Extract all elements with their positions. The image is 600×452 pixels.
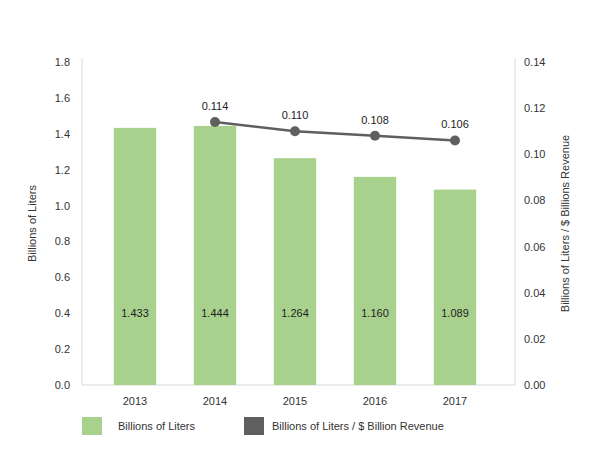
legend-swatch (82, 417, 102, 435)
legend-swatch (244, 417, 264, 435)
data-label: 1.444 (201, 307, 229, 319)
y2-axis-title: Billions of Liters / $ Billions Revenue (559, 135, 571, 312)
plot-area (114, 117, 476, 385)
data-label: 0.108 (361, 114, 389, 126)
y2-tick-label: 0.00 (524, 379, 545, 391)
bar (194, 126, 236, 385)
data-label: 0.114 (202, 100, 229, 112)
point (450, 135, 460, 145)
data-label: 1.433 (121, 307, 149, 319)
bar (434, 190, 476, 385)
x-tick-label: 2016 (363, 395, 387, 407)
legend-label: Billions of Liters / $ Billion Revenue (272, 420, 444, 432)
x-tick-label: 2013 (123, 395, 147, 407)
legend: Billions of Liters Billions of Liters / $… (82, 417, 444, 435)
line (215, 122, 455, 140)
bar (114, 128, 156, 385)
y-tick-label: 0.0 (55, 379, 70, 391)
data-labels: 1.433 1.444 1.264 1.160 1.089 0.114 0.110 0.108… (121, 100, 469, 319)
point (290, 126, 300, 136)
y2-tick-label: 0.14 (524, 56, 545, 68)
y2-tick-label: 0.12 (524, 102, 545, 114)
y-axis-line (82, 58, 83, 385)
y-tick-label: 0.8 (55, 235, 70, 247)
data-label: 1.160 (361, 307, 389, 319)
y2-axis-line (515, 58, 516, 385)
y-axis-title: Billions of Liters (26, 184, 38, 262)
bar (274, 158, 316, 385)
data-label: 1.264 (281, 307, 309, 319)
data-label: 1.089 (441, 307, 469, 319)
x-tick-label: 2015 (283, 395, 307, 407)
y-tick-label: 1.2 (55, 164, 70, 176)
point (370, 131, 380, 141)
y-tick-label: 1.4 (55, 128, 70, 140)
bar (354, 177, 396, 385)
legend-label: Billions of Liters (118, 420, 196, 432)
y2-tick-label: 0.06 (524, 241, 545, 253)
y-tick-label: 0.2 (55, 343, 70, 355)
y-tick-label: 0.4 (55, 307, 70, 319)
data-label: 0.110 (282, 109, 309, 121)
y2-tick-label: 0.02 (524, 333, 545, 345)
chart: 0.0 0.2 0.4 0.6 0.8 1.0 1.2 1.4 1.6 1.8 0.00 0.02 0.… (0, 0, 600, 452)
y-tick-label: 0.6 (55, 271, 70, 283)
y2-tick-label: 0.10 (524, 148, 545, 160)
x-tick-label: 2014 (203, 395, 227, 407)
y-tick-label: 1.8 (55, 56, 70, 68)
data-label: 0.106 (441, 118, 469, 130)
y2-tick-label: 0.04 (524, 287, 545, 299)
point (210, 117, 220, 127)
y-tick-label: 1.6 (55, 92, 70, 104)
x-tick-label: 2017 (443, 395, 467, 407)
y2-tick-label: 0.08 (524, 194, 545, 206)
y-tick-label: 1.0 (55, 200, 70, 212)
